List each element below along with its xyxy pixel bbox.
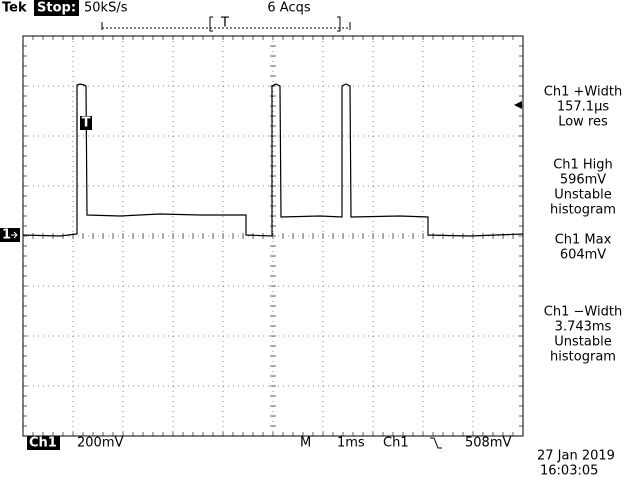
channel-marker-label: 1 [2,228,11,243]
waveform [22,83,524,237]
trigger-source: Ch1 [383,436,409,451]
measurement-line: Low res [558,115,608,130]
channel-badge [27,436,60,450]
measurement-line: Unstable [554,335,611,350]
run-state: Stop: [37,1,76,16]
measurement-line: Ch1 Max [555,233,612,248]
channel-marker [0,228,20,242]
measurement-line: 604mV [560,248,606,263]
record-bracket [101,16,351,32]
graticule [22,35,524,437]
falling-edge-icon [430,437,442,449]
vertical-scale: 200mV [77,436,123,451]
measurement-line: 3.743ms [555,320,612,335]
date: 27 Jan 2019 [537,449,615,464]
sample-rate: 50kS/s [84,1,128,16]
mode: M [300,436,311,451]
measurement-line: histogram [550,203,616,218]
measurement-line: 596mV [560,173,606,188]
acquisitions: 6 Acqs [267,1,310,16]
measurement-line: Ch1 +Width [544,85,622,100]
channel-arrow [11,231,18,239]
footer-channel: Ch1 [29,436,57,451]
measurement-line: 157.1µs [557,100,609,115]
trigger-position: T [220,16,229,31]
timebase: 1ms [337,436,365,451]
measurement-pointer [514,101,522,109]
measurement-line: Ch1 −Width [544,305,622,320]
brand: Tek [2,1,27,16]
graticule-border [22,35,524,437]
trigger-level: 508mV [465,436,511,451]
trigger-marker [80,116,92,130]
state-badge [34,0,79,16]
measurement-line: Unstable [554,188,611,203]
time: 16:03:05 [540,464,598,479]
measurement-line: Ch1 High [553,158,613,173]
trigger-marker-label: T [82,116,91,131]
measurement-line: histogram [550,350,616,365]
